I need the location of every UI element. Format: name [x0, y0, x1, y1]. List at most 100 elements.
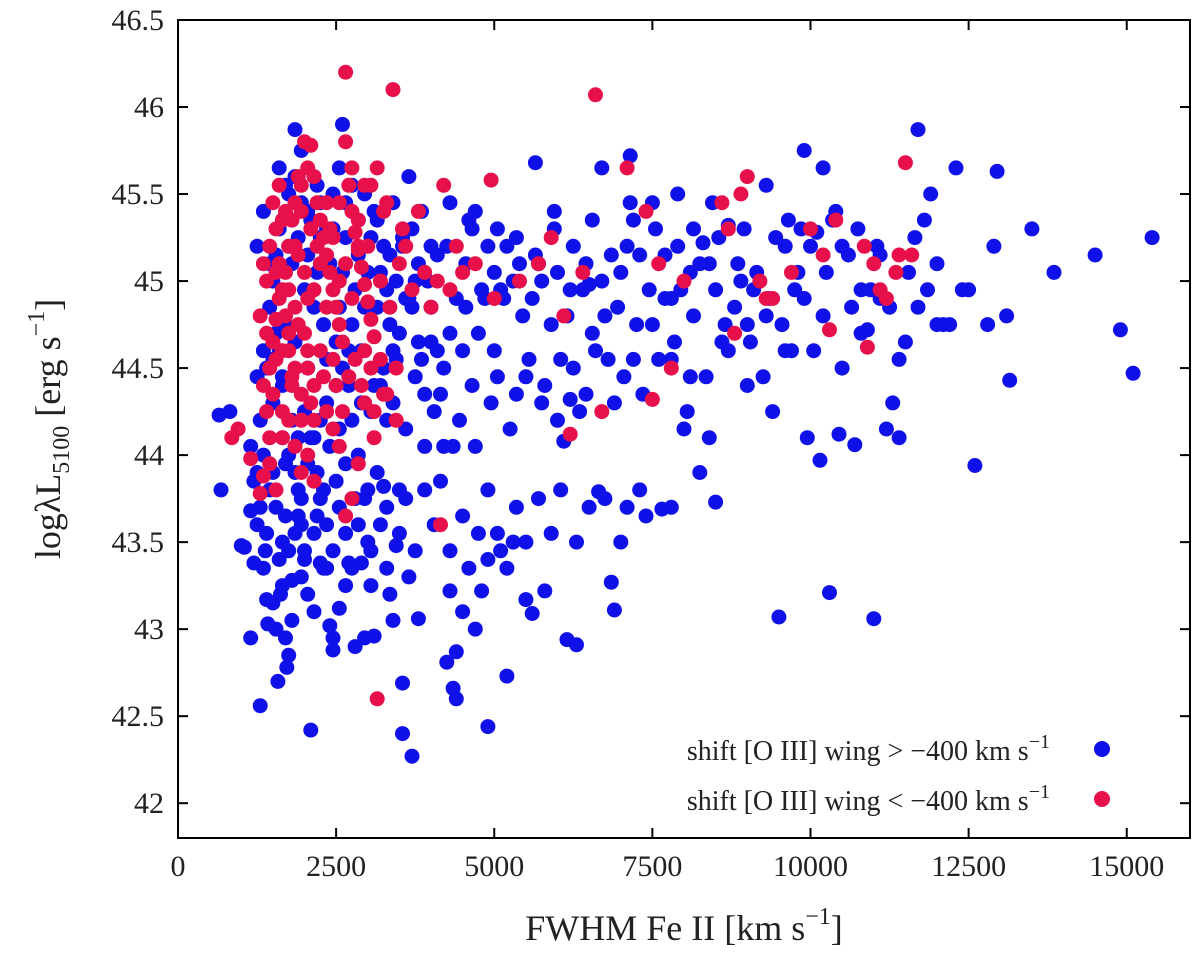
y-tick-label: 44	[134, 439, 164, 472]
data-point-series-2	[322, 264, 338, 280]
data-point-series-1	[594, 160, 610, 176]
data-point-series-2	[372, 351, 388, 367]
data-point-series-1	[281, 647, 297, 663]
data-point-series-2	[727, 325, 743, 341]
data-point-series-1	[338, 525, 354, 541]
data-point-series-2	[433, 517, 448, 533]
data-point-series-1	[382, 317, 398, 333]
data-point-series-1	[363, 578, 379, 594]
data-point-series-2	[278, 203, 293, 219]
data-point-series-1	[448, 691, 464, 707]
data-point-series-1	[907, 230, 923, 246]
data-point-series-1	[499, 668, 515, 684]
data-point-series-1	[866, 611, 882, 627]
data-point-series-1	[407, 543, 423, 559]
data-point-series-1	[255, 560, 271, 576]
data-point-series-2	[262, 430, 278, 446]
data-point-series-2	[442, 282, 458, 298]
data-point-series-1	[388, 538, 404, 554]
data-point-series-2	[357, 395, 373, 411]
data-point-series-1	[869, 238, 885, 254]
data-point-series-1	[575, 282, 591, 298]
data-point-series-1	[458, 299, 474, 315]
data-point-series-1	[401, 169, 417, 185]
data-points	[211, 64, 1160, 764]
data-point-series-1	[385, 343, 401, 359]
data-point-series-2	[325, 351, 341, 367]
data-point-series-1	[901, 264, 916, 280]
data-point-series-1	[483, 395, 499, 411]
data-point-series-2	[483, 172, 499, 188]
data-point-series-1	[692, 465, 708, 480]
data-point-series-1	[619, 499, 635, 515]
data-point-series-2	[376, 203, 392, 219]
data-point-series-1	[765, 404, 781, 420]
data-point-series-2	[366, 329, 382, 345]
data-point-series-1	[739, 378, 755, 393]
plot-frame	[177, 19, 1191, 839]
data-point-series-1	[518, 592, 534, 608]
data-point-series-1	[803, 238, 818, 254]
data-point-series-1	[331, 160, 347, 176]
data-point-series-2	[360, 294, 376, 310]
data-point-series-1	[619, 238, 635, 254]
data-point-series-1	[663, 499, 679, 515]
data-point-series-1	[439, 654, 455, 670]
data-point-series-2	[388, 412, 404, 428]
data-point-series-2	[398, 238, 414, 254]
data-point-series-2	[306, 378, 322, 393]
data-point-series-1	[584, 212, 600, 228]
data-point-series-1	[382, 586, 398, 602]
data-point-series-2	[338, 64, 354, 80]
data-point-series-2	[268, 264, 284, 280]
data-point-series-1	[780, 212, 796, 228]
data-point-series-1	[518, 534, 534, 550]
data-point-series-1	[648, 221, 663, 237]
data-point-series-1	[534, 273, 550, 289]
data-point-series-1	[259, 525, 275, 541]
data-point-series-1	[366, 628, 382, 644]
data-point-series-2	[274, 430, 290, 446]
x-axis-label: FWHM Fe II [km s−1]	[525, 904, 843, 948]
data-point-series-1	[508, 386, 524, 402]
data-point-series-1	[480, 552, 496, 567]
data-point-series-2	[417, 264, 433, 280]
data-point-series-1	[474, 583, 490, 599]
data-point-series-1	[923, 186, 939, 202]
data-point-series-1	[464, 221, 480, 237]
data-point-series-1	[815, 160, 831, 176]
data-point-series-1	[878, 421, 894, 437]
data-point-series-2	[395, 221, 410, 237]
data-point-series-2	[739, 169, 755, 185]
data-point-series-1	[534, 395, 550, 411]
data-point-series-1	[417, 438, 433, 454]
data-point-series-1	[252, 698, 268, 714]
y-tick-label: 46.5	[112, 4, 165, 37]
data-point-series-2	[803, 221, 818, 237]
data-point-series-1	[268, 499, 284, 515]
data-point-series-1	[344, 412, 360, 428]
data-point-series-2	[486, 291, 502, 306]
data-point-series-2	[344, 291, 360, 306]
data-point-series-1	[271, 160, 287, 176]
data-point-series-2	[556, 308, 572, 324]
data-point-series-2	[262, 238, 278, 254]
data-point-series-2	[429, 273, 445, 289]
data-point-series-2	[293, 465, 309, 480]
data-point-series-1	[344, 317, 360, 333]
data-point-series-1	[455, 508, 471, 524]
data-point-series-1	[306, 525, 322, 541]
data-point-series-1	[417, 482, 433, 498]
data-point-series-1	[499, 560, 515, 576]
data-point-series-1	[303, 722, 319, 738]
data-point-series-1	[486, 343, 502, 359]
data-point-series-1	[667, 334, 682, 350]
data-point-series-2	[319, 404, 335, 420]
data-point-series-1	[467, 621, 483, 637]
data-point-series-1	[644, 317, 660, 333]
data-point-series-1	[543, 317, 559, 333]
data-point-series-2	[676, 273, 692, 289]
legend-marker-2	[1094, 791, 1110, 807]
data-point-series-1	[676, 421, 692, 437]
